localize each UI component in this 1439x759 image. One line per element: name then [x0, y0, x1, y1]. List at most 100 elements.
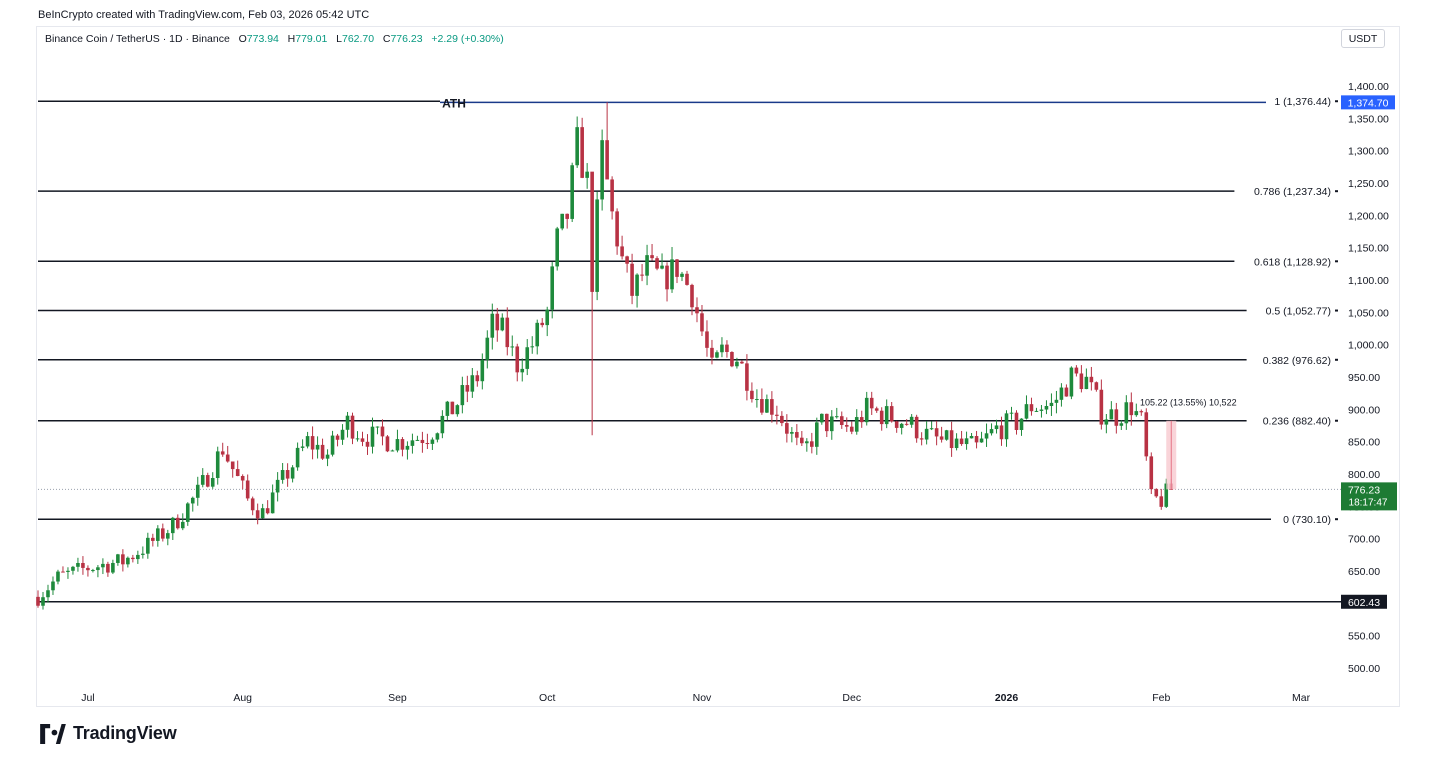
chart-credit: BeInCrypto created with TradingView.com,…	[38, 9, 370, 21]
candle-body	[1019, 418, 1024, 430]
candle-body	[425, 443, 430, 445]
candle-body	[1134, 411, 1139, 416]
candle-body	[660, 265, 664, 269]
candle-body	[1059, 387, 1064, 400]
tradingview-logo-icon	[40, 723, 66, 744]
candle-body	[760, 399, 764, 413]
candle-body	[869, 397, 874, 409]
candle-body	[315, 444, 320, 450]
candle-body	[819, 413, 824, 423]
candle-body	[775, 414, 779, 416]
candle-body	[410, 440, 415, 446]
fib-level-label: 0.5 (1,052.77)	[1266, 306, 1331, 318]
brand-name: TradingView	[73, 723, 177, 743]
candle-body	[939, 436, 944, 440]
candle-body	[175, 517, 180, 529]
candle-body	[325, 454, 330, 459]
candle-body	[715, 352, 719, 358]
candle-body	[934, 428, 939, 437]
currency-unit-button[interactable]: USDT	[1341, 29, 1385, 48]
candle-body	[1154, 489, 1159, 497]
candle-body	[101, 563, 105, 568]
candle-body	[540, 322, 545, 326]
fib-level-marker	[1335, 419, 1338, 422]
candle-body	[1084, 376, 1089, 390]
candle-body	[994, 425, 999, 430]
candle-body	[964, 438, 969, 445]
candle-body	[755, 399, 759, 401]
y-tick-label: 1,350.00	[1348, 113, 1389, 125]
candle-body	[66, 570, 70, 572]
candle-body	[210, 478, 215, 487]
symbol-name[interactable]: Binance Coin / TetherUS · 1D · Binance	[45, 33, 230, 45]
candle-body	[834, 416, 839, 418]
candle-body	[655, 258, 659, 269]
candle-body	[770, 399, 774, 415]
candle-body	[600, 140, 604, 200]
candle-body	[610, 179, 614, 212]
chart-frame[interactable]	[36, 26, 1400, 707]
candle-body	[550, 266, 555, 310]
candle-body	[595, 199, 599, 292]
y-tick-label: 1,150.00	[1348, 243, 1389, 255]
candle-body	[156, 528, 160, 541]
candle-body	[969, 436, 974, 439]
candle-body	[625, 256, 629, 264]
candle-body	[919, 438, 924, 440]
candle-body	[795, 432, 799, 438]
candle-body	[1159, 496, 1164, 507]
candle-body	[420, 439, 425, 444]
x-tick-label: Nov	[693, 692, 712, 704]
candle-body	[909, 416, 914, 425]
fib-level-label: 0.618 (1,128.92)	[1254, 256, 1331, 268]
y-tick-label: 700.00	[1348, 534, 1380, 546]
candle-body	[944, 430, 949, 440]
candle-body	[235, 469, 240, 477]
candle-body	[705, 331, 709, 348]
candle-body	[735, 361, 739, 367]
candle-body	[545, 309, 550, 326]
candle-body	[1144, 412, 1149, 457]
candle-body	[740, 361, 744, 364]
candle-body	[844, 424, 849, 427]
y-tick-label: 1,400.00	[1348, 81, 1389, 93]
low-value: 762.70	[341, 33, 375, 45]
candle-body	[76, 562, 80, 567]
y-tick-label: 1,000.00	[1348, 340, 1389, 352]
fib-level-marker	[1335, 100, 1338, 103]
candle-body	[959, 438, 964, 445]
candle-body	[161, 528, 165, 539]
candle-body	[290, 467, 295, 479]
candle-body	[635, 274, 639, 296]
candle-body	[41, 597, 45, 606]
x-tick-label: Dec	[842, 692, 861, 704]
candle-body	[71, 566, 75, 571]
candle-body	[405, 445, 410, 450]
candle-body	[904, 423, 909, 425]
candle-body	[340, 429, 345, 440]
candle-body	[230, 461, 235, 470]
candle-body	[1129, 402, 1134, 416]
candle-body	[839, 416, 844, 425]
candle-body	[989, 429, 994, 434]
candle-body	[270, 492, 275, 514]
candles	[36, 102, 1174, 610]
candle-body	[565, 213, 569, 219]
candle-body	[295, 447, 300, 468]
candle-body	[126, 557, 130, 565]
x-tick-label: Oct	[539, 692, 555, 704]
candle-body	[195, 484, 200, 498]
candle-body	[190, 497, 195, 504]
candle-body	[590, 171, 594, 292]
low-label: L	[336, 33, 342, 45]
candle-body	[1119, 423, 1124, 426]
candle-body	[815, 422, 819, 447]
candle-body	[1004, 413, 1009, 440]
candle-body	[96, 567, 100, 571]
fib-level-marker	[1335, 260, 1338, 263]
candle-body	[345, 415, 350, 430]
candle-body	[255, 510, 260, 519]
candle-body	[1064, 387, 1069, 397]
candle-body	[495, 313, 500, 331]
